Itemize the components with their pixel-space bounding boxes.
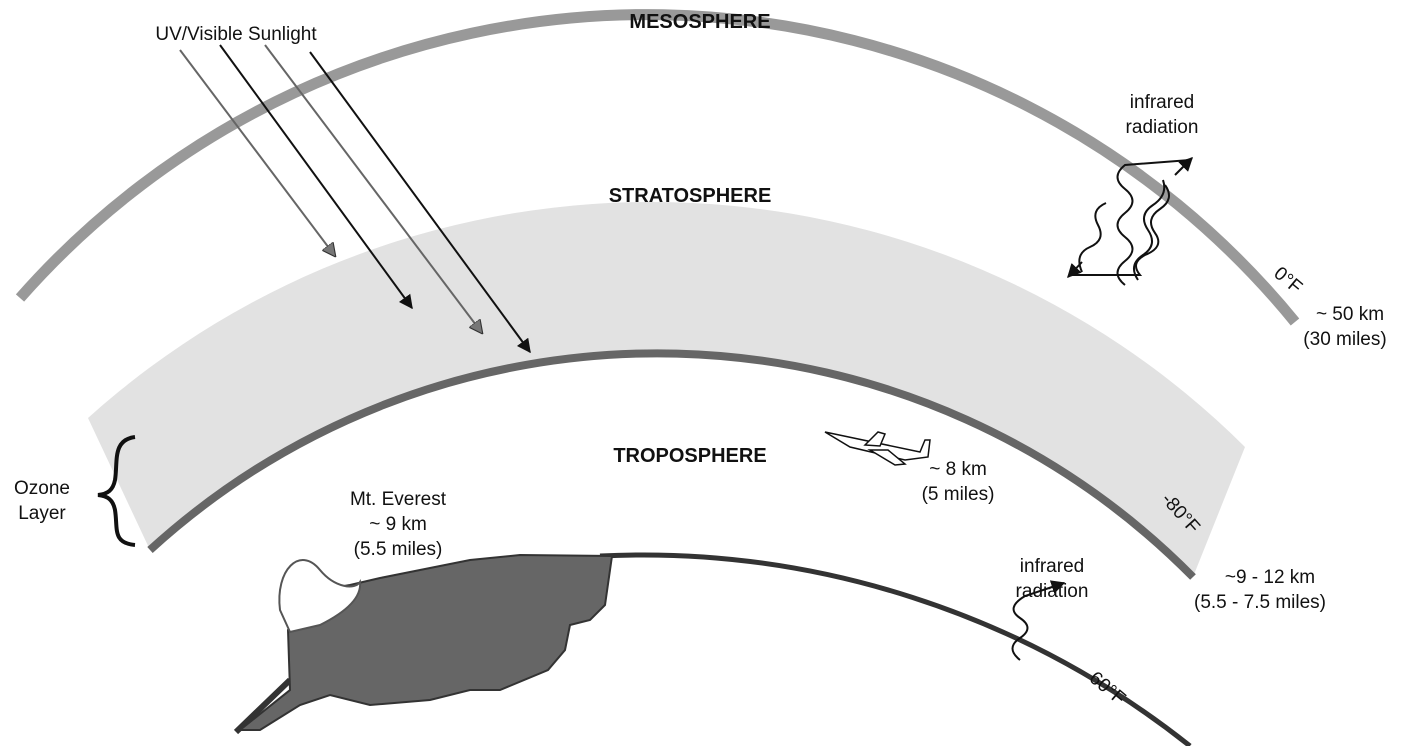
airplane-label: ~ 8 km bbox=[929, 459, 987, 480]
infrared-label: radiation bbox=[1016, 581, 1089, 602]
height-label: ~9 - 12 km bbox=[1225, 567, 1315, 588]
ozone-brace bbox=[97, 435, 136, 547]
height-label: (5.5 - 7.5 miles) bbox=[1194, 592, 1326, 613]
ozone-label: Layer bbox=[18, 503, 66, 524]
infrared-label: infrared bbox=[1130, 92, 1194, 113]
temperature-label: 60°F bbox=[1085, 668, 1129, 710]
mesosphere-boundary bbox=[15, 9, 1300, 326]
layer-label: STRATOSPHERE bbox=[609, 185, 772, 207]
infrared-arrow bbox=[1067, 261, 1083, 279]
airplane-label: (5 miles) bbox=[922, 484, 995, 505]
height-label: (30 miles) bbox=[1303, 329, 1386, 350]
ground bbox=[599, 552, 1192, 746]
infrared-label: radiation bbox=[1126, 117, 1199, 138]
sun-ray bbox=[179, 49, 335, 256]
everest-label: Mt. Everest bbox=[350, 489, 447, 510]
layer-label: TROPOSPHERE bbox=[613, 445, 766, 467]
infrared-wave bbox=[1133, 179, 1166, 281]
everest-label: ~ 9 km bbox=[369, 514, 427, 535]
infrared-label: infrared bbox=[1020, 556, 1084, 577]
sun-ray bbox=[264, 44, 482, 333]
sunlight-label: UV/Visible Sunlight bbox=[155, 24, 317, 45]
ozone-label: Ozone bbox=[14, 478, 70, 499]
sun-ray bbox=[309, 51, 531, 354]
infrared-wave bbox=[1011, 580, 1066, 661]
sun-ray bbox=[219, 44, 413, 310]
snow-cap bbox=[278, 559, 362, 634]
infrared-wave bbox=[1078, 202, 1107, 273]
height-label: ~ 50 km bbox=[1316, 304, 1384, 325]
infrared-arrow bbox=[1174, 157, 1193, 176]
airplane bbox=[824, 431, 931, 466]
tropopause bbox=[147, 349, 1196, 580]
stratosphere-band bbox=[88, 201, 1245, 577]
ground-left bbox=[233, 677, 293, 735]
layer-label: MESOSPHERE bbox=[629, 11, 770, 33]
everest-label: (5.5 miles) bbox=[354, 539, 443, 560]
infrared-wave bbox=[1116, 159, 1191, 286]
infrared-wave bbox=[1072, 184, 1170, 276]
